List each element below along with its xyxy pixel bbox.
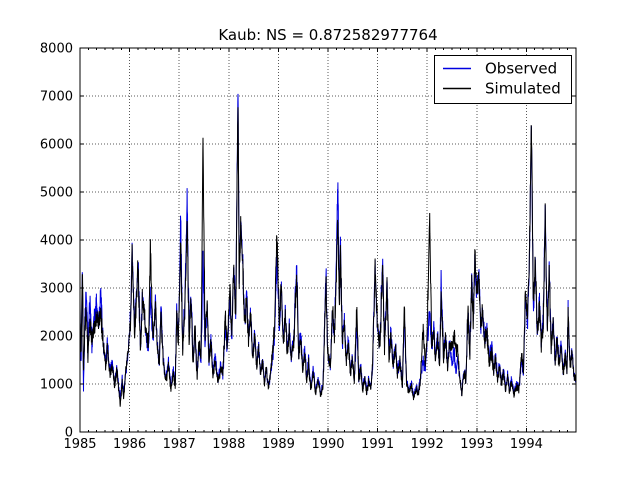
legend: Observed Simulated	[434, 55, 572, 104]
legend-item-simulated: Simulated	[443, 80, 561, 98]
x-tick-label: 1991	[361, 437, 394, 452]
x-tick-label: 1988	[212, 437, 245, 452]
y-tick-label: 2000	[40, 330, 73, 345]
x-tick-label: 1986	[113, 437, 146, 452]
y-tick-label: 4000	[40, 234, 73, 249]
x-tick-label: 1992	[411, 437, 444, 452]
y-tick-label: 3000	[40, 282, 73, 297]
x-tick-label: 1987	[163, 437, 196, 452]
y-tick-label: 5000	[40, 186, 73, 201]
y-tick-label: 0	[65, 426, 73, 441]
y-tick-label: 7000	[40, 90, 73, 105]
x-tick-label: 1994	[510, 437, 543, 452]
legend-box	[434, 55, 572, 104]
simulated-line	[79, 107, 577, 407]
legend-label-simulated: Simulated	[485, 80, 561, 98]
x-tick-label: 1990	[311, 437, 344, 452]
data-series	[79, 93, 577, 407]
grid-lines	[80, 48, 576, 432]
chart-title: Kaub: NS = 0.872582977764	[218, 26, 437, 44]
y-tick-label: 8000	[40, 42, 73, 57]
y-tick-label: 1000	[40, 378, 73, 393]
x-tick-label: 1985	[63, 437, 96, 452]
y-tick-label: 6000	[40, 138, 73, 153]
axis-ticks	[79, 47, 576, 433]
legend-item-observed: Observed	[443, 60, 557, 78]
axis-tick-labels: 1985 1986 1987 1988 1989 1990 1991 1992 1993 1994…	[40, 42, 543, 453]
x-tick-label: 1989	[262, 437, 295, 452]
x-tick-label: 1993	[460, 437, 493, 452]
legend-label-observed: Observed	[485, 60, 557, 78]
